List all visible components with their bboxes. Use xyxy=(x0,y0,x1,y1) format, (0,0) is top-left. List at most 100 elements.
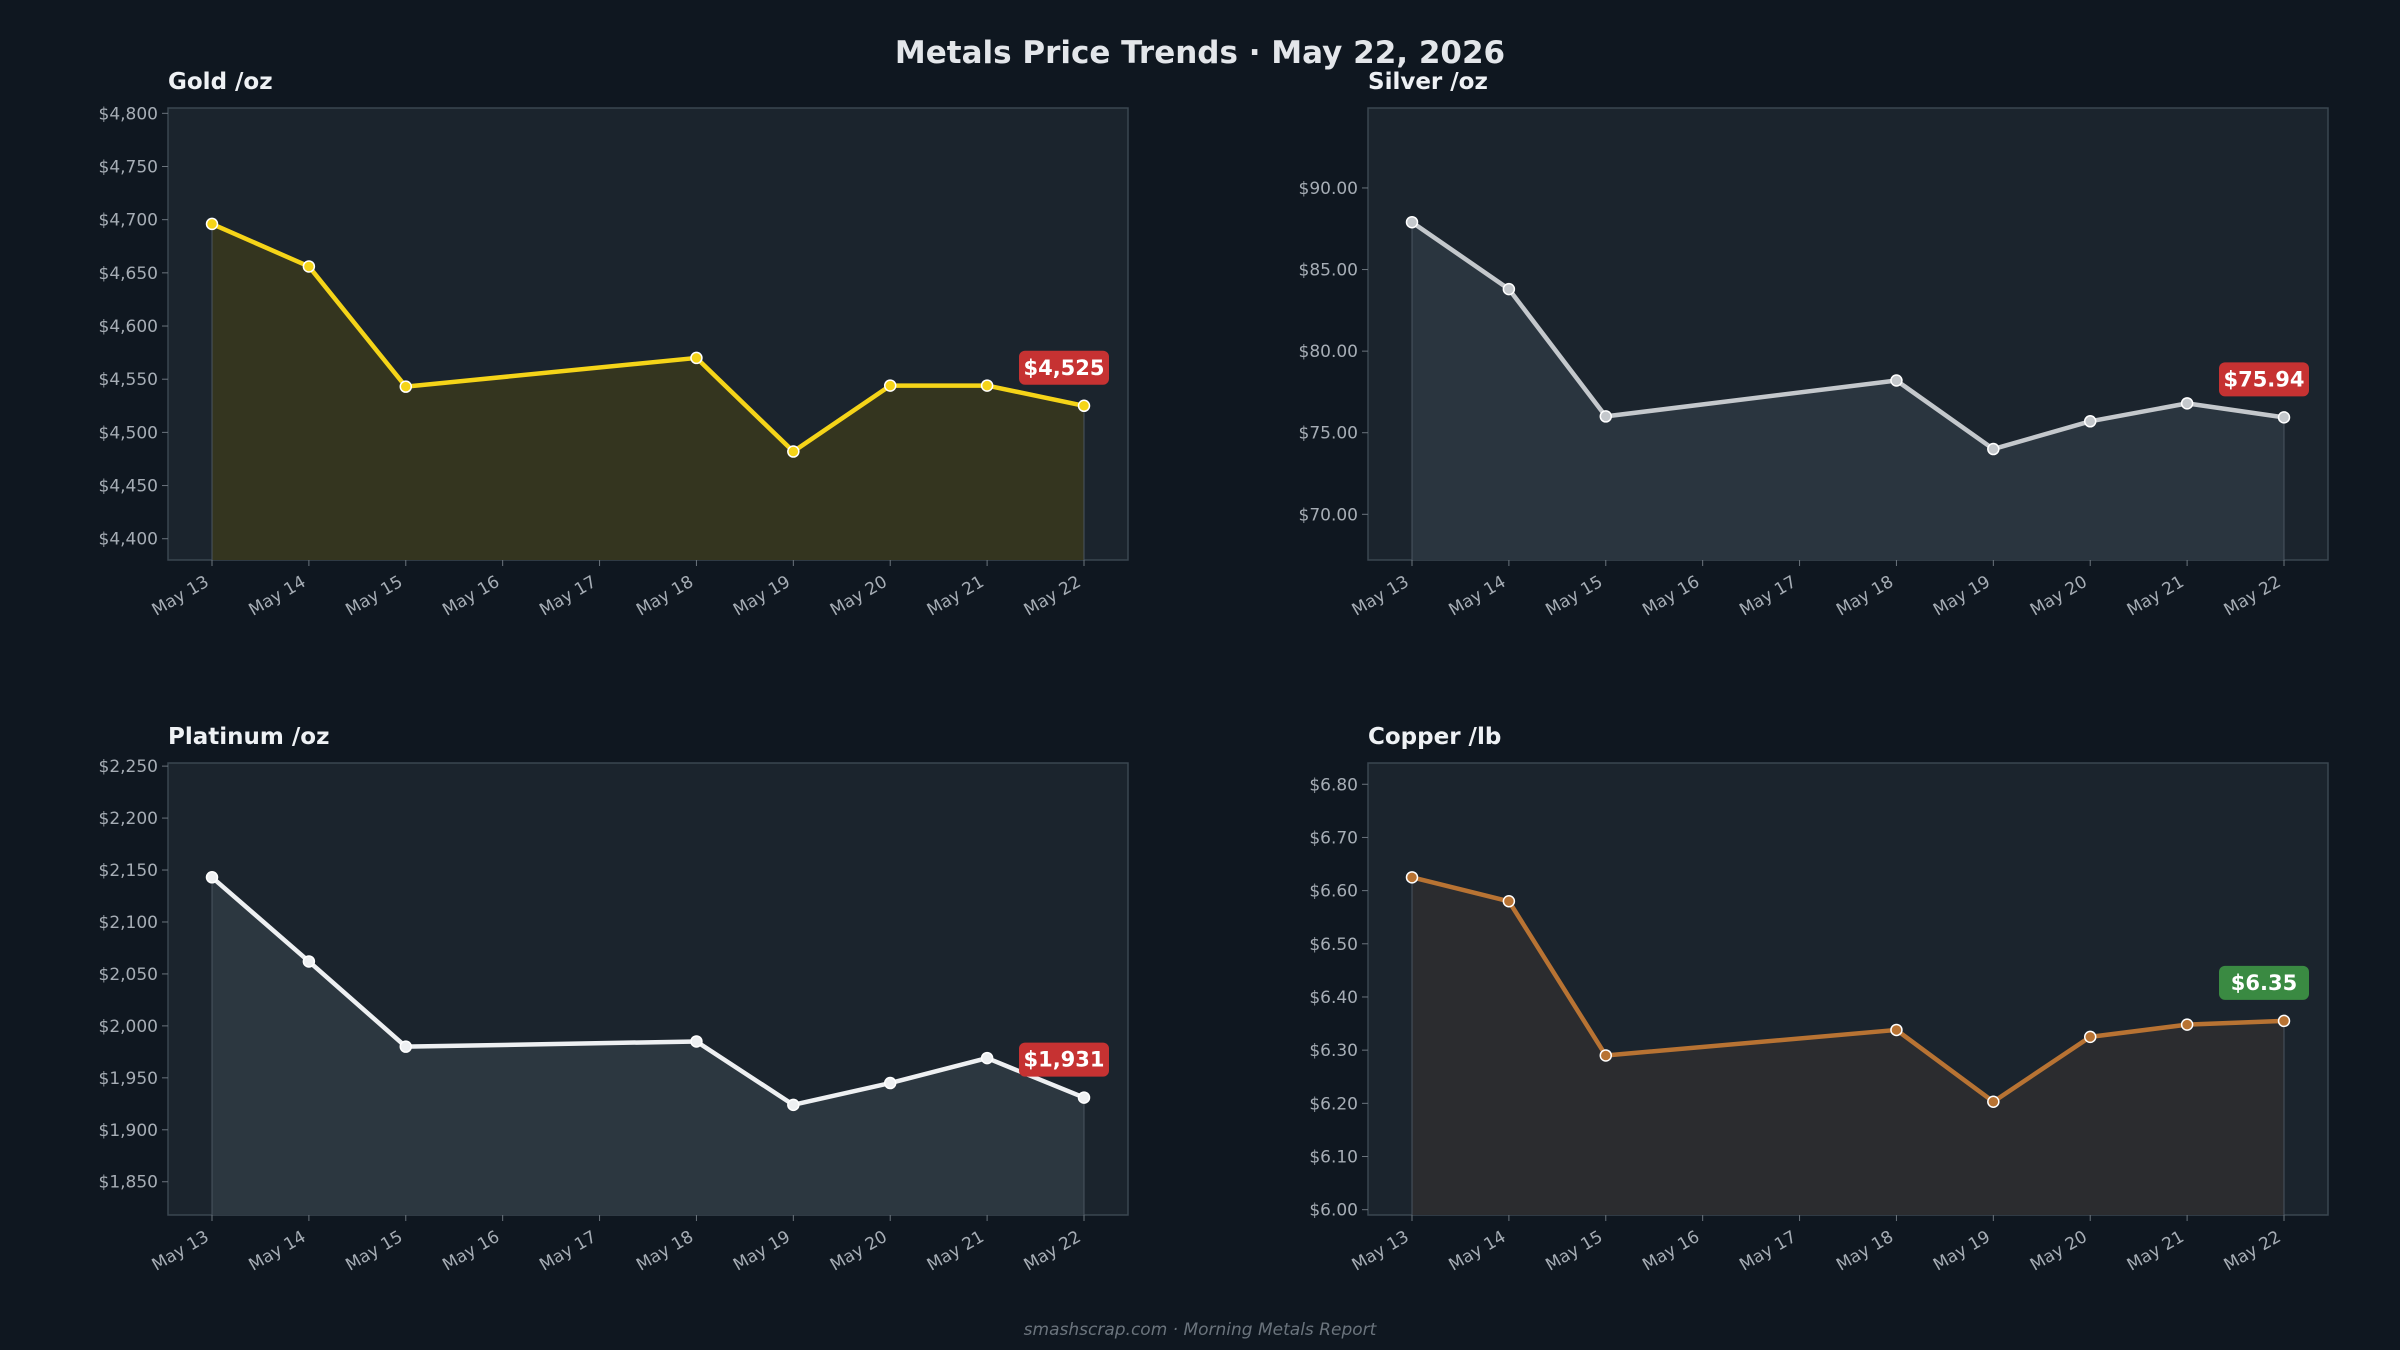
platinum-ytick-label: $2,050 xyxy=(99,965,158,985)
copper-ytick-label: $6.40 xyxy=(1309,988,1358,1008)
silver-badge-value: $75.94 xyxy=(2223,367,2304,391)
silver-xtick-label: May 22 xyxy=(2221,572,2285,620)
platinum-xtick-label: May 22 xyxy=(1021,1227,1085,1275)
gold-chart: Gold /oz $4,400 $4,450 $4,500 $4,550 $4,600 $4… xyxy=(99,69,1129,620)
copper-xtick-label: May 17 xyxy=(1736,1227,1800,1275)
gold-xtick-label: May 21 xyxy=(924,572,988,620)
platinum-badge-background xyxy=(1019,1042,1109,1077)
silver-data-point xyxy=(1599,410,1613,423)
copper-xtick-label: May 22 xyxy=(2221,1227,2285,1275)
platinum-ytick-label: $2,200 xyxy=(99,809,158,829)
silver-xtick-label: May 20 xyxy=(2027,572,2091,620)
copper-area-fill xyxy=(1412,877,2284,1215)
silver-price-line xyxy=(1409,219,2287,452)
copper-data-point xyxy=(2180,1018,2194,1031)
silver-ytick-label: $70.00 xyxy=(1299,505,1358,525)
gold-badge-value: $4,525 xyxy=(1023,356,1104,380)
platinum-data-point xyxy=(1077,1091,1091,1104)
platinum-price-line xyxy=(209,875,1087,1108)
gold-data-point xyxy=(1077,399,1091,413)
copper-xtick-label: May 18 xyxy=(1833,1227,1897,1275)
copper-badge-background xyxy=(2219,965,2309,1000)
platinum-data-point xyxy=(302,955,316,968)
copper-ytick-label: $6.60 xyxy=(1309,882,1358,902)
copper-xtick-label: May 19 xyxy=(1930,1227,1994,1275)
gold-xtick-label: May 14 xyxy=(246,572,310,620)
copper-xtick-label: May 14 xyxy=(1446,1227,1510,1275)
platinum-ytick-label: $2,150 xyxy=(99,861,158,881)
silver-ytick-label: $80.00 xyxy=(1299,342,1358,362)
copper-data-point xyxy=(1405,871,1419,884)
copper-xtick-label: May 21 xyxy=(2124,1227,2188,1275)
silver-last-price-badge: $75.94 xyxy=(2219,362,2309,397)
copper-price-line xyxy=(1409,875,2287,1104)
platinum-xtick-label: May 15 xyxy=(342,1227,406,1275)
silver-xtick-label: May 21 xyxy=(2124,572,2188,620)
platinum-last-price-badge: $1,931 xyxy=(1019,1042,1109,1077)
silver-area-fill xyxy=(1412,222,2284,561)
silver-data-point xyxy=(1987,442,2000,456)
platinum-ytick-label: $1,850 xyxy=(99,1173,158,1193)
platinum-ytick-label: $2,000 xyxy=(99,1017,158,1037)
copper-xtick-label: May 16 xyxy=(1639,1227,1703,1275)
platinum-ytick-label: $1,950 xyxy=(99,1069,158,1089)
copper-data-point xyxy=(2277,1014,2291,1028)
gold-ytick-label: $4,600 xyxy=(99,317,158,337)
gold-ytick-label: $4,700 xyxy=(99,211,158,231)
gold-data-point xyxy=(690,351,703,365)
silver-data-point xyxy=(2083,415,2097,428)
platinum-data-point xyxy=(399,1040,413,1053)
silver-data-point xyxy=(2180,397,2194,410)
copper-data-point xyxy=(1502,895,1516,908)
gold-ytick-label: $4,400 xyxy=(99,530,158,550)
copper-data-point xyxy=(2083,1030,2097,1044)
gold-data-point xyxy=(302,260,316,273)
gold-xtick-label: May 20 xyxy=(827,572,891,620)
silver-data-point xyxy=(1890,374,1903,387)
platinum-xtick-label: May 19 xyxy=(730,1227,794,1275)
gold-ytick-label: $4,750 xyxy=(99,157,158,177)
gold-data-point xyxy=(883,379,897,392)
copper-chart: Copper /lb $6.00 $6.10 $6.20 $6.30 $6.40 $6.50… xyxy=(1309,724,2329,1275)
silver-chart: Silver /oz $70.00 $75.00 $80.00 $85.00 $90.00… xyxy=(1299,69,2329,620)
gold-price-line xyxy=(209,221,1087,454)
silver-xtick-label: May 13 xyxy=(1349,572,1413,620)
gold-badge-background xyxy=(1019,350,1109,385)
gold-xtick-label: May 13 xyxy=(149,572,213,620)
platinum-ytick-label: $2,250 xyxy=(99,757,158,777)
gold-ytick-label: $4,550 xyxy=(99,370,158,390)
gold-chart-title: Gold /oz xyxy=(168,69,273,95)
copper-ytick-label: $6.00 xyxy=(1309,1201,1358,1221)
platinum-chart: Platinum /oz $1,850 $1,900 $1,950 $2,000 $2,0… xyxy=(99,724,1129,1275)
platinum-ytick-label: $1,900 xyxy=(99,1121,158,1141)
gold-xtick-label: May 22 xyxy=(1021,572,1085,620)
platinum-badge-value: $1,931 xyxy=(1023,1048,1104,1072)
gold-xtick-label: May 15 xyxy=(342,572,406,620)
silver-xtick-label: May 19 xyxy=(1930,572,1994,620)
silver-chart-title: Silver /oz xyxy=(1368,69,1488,95)
gold-data-point xyxy=(205,217,219,231)
platinum-data-point xyxy=(883,1076,897,1090)
copper-data-point xyxy=(1599,1049,1613,1062)
platinum-data-point xyxy=(690,1035,703,1048)
silver-ytick-label: $90.00 xyxy=(1299,179,1358,199)
gold-ytick-label: $4,500 xyxy=(99,423,158,443)
gold-data-point xyxy=(980,379,994,392)
footer-credit: smashscrap.com · Morning Metals Report xyxy=(1024,1320,1378,1340)
silver-xtick-label: May 15 xyxy=(1542,572,1606,620)
silver-ytick-label: $75.00 xyxy=(1299,424,1358,444)
gold-xtick-label: May 16 xyxy=(439,572,503,620)
silver-xtick-label: May 16 xyxy=(1639,572,1703,620)
gold-ytick-label: $4,800 xyxy=(99,104,158,124)
silver-data-point xyxy=(1405,215,1419,229)
silver-ytick-label: $85.00 xyxy=(1299,261,1358,281)
silver-xtick-label: May 14 xyxy=(1446,572,1510,620)
silver-data-point xyxy=(1502,282,1516,296)
silver-data-point xyxy=(2277,411,2291,424)
copper-xtick-label: May 15 xyxy=(1542,1227,1606,1275)
gold-xtick-label: May 17 xyxy=(536,572,600,620)
copper-ytick-label: $6.50 xyxy=(1309,935,1358,955)
gold-last-price-badge: $4,525 xyxy=(1019,350,1109,385)
gold-area-fill xyxy=(212,223,1084,560)
